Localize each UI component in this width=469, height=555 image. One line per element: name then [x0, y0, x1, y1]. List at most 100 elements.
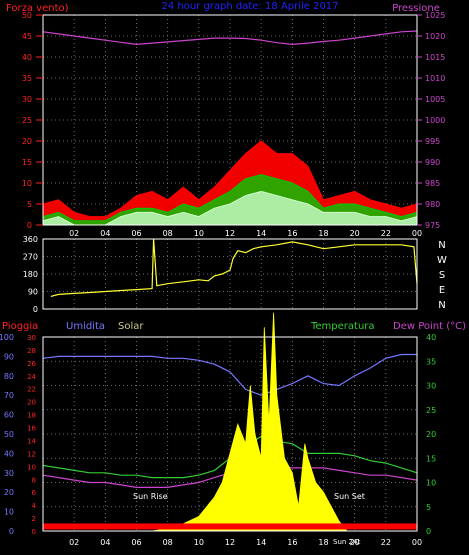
x-tick-label: 20	[350, 229, 360, 238]
wind-tick-label: 45	[22, 32, 32, 41]
x-tick-label: 02	[69, 229, 79, 238]
rain-tick-label: 2	[32, 515, 36, 523]
pressure-tick-label: 1010	[425, 74, 445, 83]
humidity-tick-label: 30	[4, 469, 14, 478]
pressure-tick-label: 1025	[425, 11, 445, 20]
pressure-tick-label: 985	[425, 179, 440, 188]
wind-tick-label: 5	[27, 200, 32, 209]
pressure-tick-label: 990	[425, 158, 440, 167]
wind-tick-label: 30	[22, 95, 32, 104]
temperature-tick-label: 10	[426, 479, 436, 488]
x-tick-label: 00	[412, 538, 422, 547]
rain-tick-label: 14	[27, 437, 36, 445]
compass-letter: W	[437, 255, 447, 266]
sun-now-label: Sun 2At	[333, 538, 361, 546]
temperature-legend-label: Temperatura	[310, 321, 375, 332]
direction-tick-label: 180	[23, 270, 38, 279]
x-tick-label: 14	[256, 229, 266, 238]
rain-tick-label: 20	[27, 399, 36, 407]
humidity-tick-label: 10	[4, 508, 14, 517]
humidity-series	[42, 353, 417, 396]
x-tick-label: 22	[381, 538, 391, 547]
wind-tick-label: 15	[22, 158, 32, 167]
humidity-tick-label: 90	[4, 352, 14, 361]
wind-tick-label: 35	[22, 74, 32, 83]
direction-tick-label: 270	[23, 253, 38, 262]
direction-tick-label: 90	[28, 288, 38, 297]
pressure-tick-label: 1000	[425, 116, 445, 125]
sun-set-label: Sun Set	[334, 492, 365, 501]
wind-axis-title: Forza vento)	[6, 3, 69, 14]
humidity-tick-label: 60	[4, 411, 14, 420]
temperature-tick-label: 35	[426, 357, 436, 366]
x-tick-label: 12	[225, 229, 235, 238]
temperature-tick-label: 25	[426, 406, 436, 415]
pressure-tick-label: 1005	[425, 95, 445, 104]
wind-direction-series	[50, 238, 418, 297]
rain-tick-label: 22	[27, 386, 36, 394]
rain-tick-label: 24	[27, 373, 36, 381]
humidity-tick-label: 70	[4, 391, 14, 400]
x-tick-label: 06	[131, 538, 141, 547]
temperature-tick-label: 40	[426, 333, 436, 342]
rain-tick-label: 10	[27, 463, 36, 471]
x-tick-label: 16	[287, 538, 297, 547]
temperature-tick-label: 15	[426, 454, 436, 463]
rain-tick-label: 12	[27, 450, 36, 458]
temperature-tick-label: 5	[426, 503, 431, 512]
humidity-tick-label: 40	[4, 449, 14, 458]
x-tick-label: 12	[225, 538, 235, 547]
humidity-tick-label: 80	[4, 372, 14, 381]
temperature-tick-label: 20	[426, 430, 436, 439]
rain-tick-label: 26	[27, 360, 36, 368]
solar-series	[144, 312, 348, 532]
rain-tick-label: 28	[27, 347, 36, 355]
humidity-tick-label: 20	[4, 488, 14, 497]
direction-tick-label: 360	[23, 235, 38, 244]
x-tick-label: 00	[412, 229, 422, 238]
humidity-tick-label: 0	[9, 527, 14, 536]
x-tick-label: 02	[69, 538, 79, 547]
rain-series	[43, 523, 417, 530]
rain-tick-label: 8	[32, 476, 36, 484]
x-tick-label: 18	[318, 538, 328, 547]
pressure-tick-label: 980	[425, 200, 440, 209]
pressure-tick-label: 1020	[425, 32, 445, 41]
rain-tick-label: 30	[27, 334, 36, 342]
wind-tick-label: 20	[22, 137, 32, 146]
x-tick-label: 04	[100, 538, 110, 547]
x-tick-label: 16	[287, 229, 297, 238]
dewpoint-axis-title: Dew Point (°C)	[393, 321, 466, 332]
x-tick-label: 08	[163, 229, 173, 238]
x-tick-label: 08	[163, 538, 173, 547]
x-tick-label: 18	[318, 229, 328, 238]
sun-rise-label: Sun Rise	[133, 492, 168, 501]
wind-tick-label: 50	[22, 11, 32, 20]
wind-gust-series	[42, 140, 418, 226]
rain-tick-label: 18	[27, 412, 36, 420]
direction-tick-label: 0	[33, 305, 38, 314]
wind-tick-label: 0	[27, 221, 32, 230]
humidity-tick-label: 50	[4, 430, 14, 439]
rain-tick-label: 6	[32, 489, 37, 497]
x-tick-label: 04	[100, 229, 110, 238]
pressure-tick-label: 995	[425, 137, 440, 146]
temperature-tick-label: 0	[426, 527, 431, 536]
x-tick-label: 06	[131, 229, 141, 238]
x-tick-label: 10	[194, 229, 204, 238]
wind-tick-label: 10	[22, 179, 32, 188]
pressure-series	[42, 30, 418, 46]
pressure-tick-label: 975	[425, 221, 440, 230]
compass-letter: N	[438, 240, 445, 251]
chart-title: 24 hour graph date: 18 Aprile 2017	[161, 1, 338, 12]
humidity-legend-label: Umidita	[66, 321, 105, 332]
direction-panel-frame	[42, 238, 418, 310]
rain-axis-title: Pioggia	[2, 321, 38, 332]
x-tick-label: 22	[381, 229, 391, 238]
rain-tick-label: 0	[32, 528, 36, 536]
pressure-axis-title: Pressione	[392, 3, 440, 14]
x-tick-label: 10	[194, 538, 204, 547]
rain-tick-label: 4	[32, 502, 37, 510]
weather-panel-frame	[42, 336, 418, 532]
